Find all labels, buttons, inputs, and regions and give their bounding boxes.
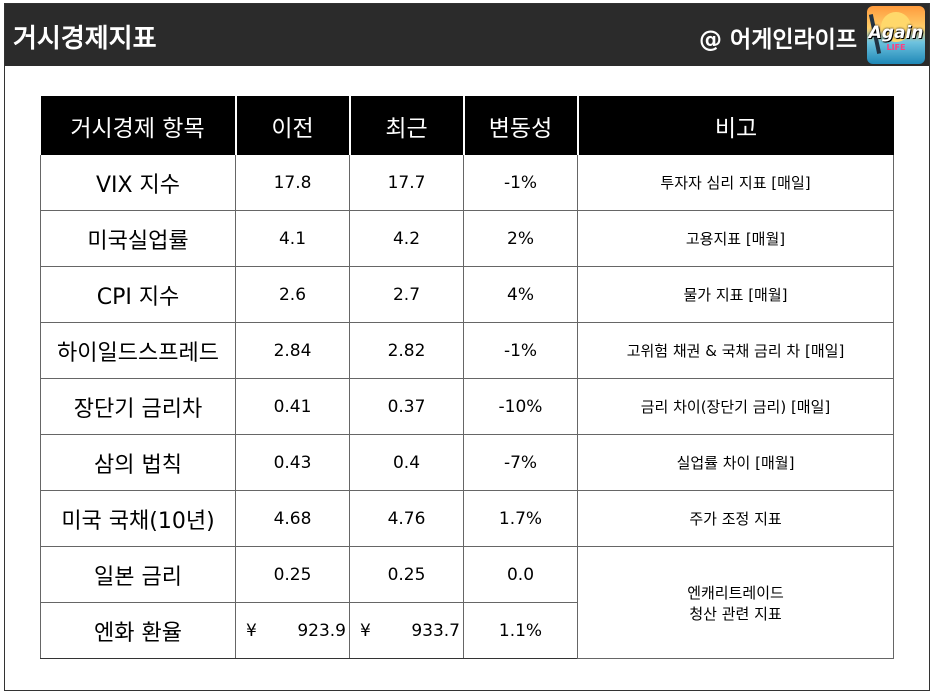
merged-note-line: 청산 관련 지표 — [689, 604, 782, 623]
previous-value: 923.9 — [297, 620, 346, 641]
change-value: -1% — [463, 322, 578, 379]
indicator-name: 미국 국채(10년) — [40, 490, 236, 547]
brand-logo: Again LIFE — [867, 6, 925, 64]
recent-value: 933.7 — [411, 620, 460, 641]
column-header: 최근 — [348, 96, 464, 155]
note: 금리 차이(장단기 금리) [매일] — [577, 378, 894, 435]
change-value: 1.7% — [463, 490, 578, 547]
table-header-row: 거시경제 항목 이전 최근 변동성 비고 — [40, 96, 894, 155]
previous-value: 0.43 — [235, 434, 350, 491]
previous-value: 0.41 — [235, 378, 350, 435]
indicator-name: 장단기 금리차 — [40, 378, 236, 435]
column-header: 변동성 — [462, 96, 578, 155]
note: 실업률 차이 [매월] — [577, 434, 894, 491]
table-row: 일본 금리 0.25 0.25 0.0 엔캐리트레이드 청산 관련 지표 — [40, 546, 894, 659]
change-value: -10% — [463, 378, 578, 435]
macro-indicator-table: 거시경제 항목 이전 최근 변동성 비고 VIX 지수 17.8 17.7 -1… — [40, 96, 894, 659]
recent-value: 4.2 — [349, 210, 464, 267]
table-row: CPI 지수 2.6 2.7 4% 물가 지표 [매월] — [40, 266, 894, 323]
change-value: -1% — [463, 155, 578, 211]
recent-value: 0.4 — [349, 434, 464, 491]
yen-symbol: ¥ — [360, 620, 371, 641]
note: 고위험 채권 & 국채 금리 차 [매일] — [577, 322, 894, 379]
previous-value-cell: ¥ 923.9 — [235, 602, 350, 659]
note: 주가 조정 지표 — [577, 490, 894, 547]
indicator-name: 하이일드스프레드 — [40, 322, 236, 379]
table-row: VIX 지수 17.8 17.7 -1% 투자자 심리 지표 [매일] — [40, 155, 894, 211]
previous-value: 2.84 — [235, 322, 350, 379]
previous-value: 4.68 — [235, 490, 350, 547]
header-bar: 거시경제지표 @ 어게인라이프 Again LIFE — [5, 4, 929, 66]
table-row: 장단기 금리차 0.41 0.37 -10% 금리 차이(장단기 금리) [매일… — [40, 378, 894, 435]
note: 고용지표 [매월] — [577, 210, 894, 267]
recent-value: 17.7 — [349, 155, 464, 211]
sun-icon — [881, 12, 911, 42]
note: 투자자 심리 지표 [매일] — [577, 155, 894, 211]
indicator-name: VIX 지수 — [40, 155, 236, 211]
recent-value-cell: ¥ 933.7 — [349, 602, 464, 659]
previous-value: 2.6 — [235, 266, 350, 323]
recent-value: 4.76 — [349, 490, 464, 547]
yen-symbol: ¥ — [246, 620, 257, 641]
change-value: 2% — [463, 210, 578, 267]
logo-subtext: LIFE — [886, 43, 906, 52]
indicator-name: 엔화 환율 — [40, 602, 236, 659]
column-header: 이전 — [234, 96, 350, 155]
previous-value: 17.8 — [235, 155, 350, 211]
indicator-name: 삼의 법칙 — [40, 434, 236, 491]
recent-value: 0.25 — [349, 546, 464, 603]
change-value: -7% — [463, 434, 578, 491]
indicator-name: 일본 금리 — [40, 546, 236, 603]
table-row: 삼의 법칙 0.43 0.4 -7% 실업률 차이 [매월] — [40, 434, 894, 491]
merged-note: 엔캐리트레이드 청산 관련 지표 — [577, 546, 894, 659]
change-value: 4% — [463, 266, 578, 323]
indicator-name: CPI 지수 — [40, 266, 236, 323]
previous-value: 4.1 — [235, 210, 350, 267]
note: 물가 지표 [매월] — [577, 266, 894, 323]
logo-text: Again — [868, 23, 924, 43]
previous-value: 0.25 — [235, 546, 350, 603]
recent-value: 2.82 — [349, 322, 464, 379]
column-header: 비고 — [576, 96, 894, 155]
indicator-name: 미국실업률 — [40, 210, 236, 267]
recent-value: 0.37 — [349, 378, 464, 435]
table-row: 미국실업률 4.1 4.2 2% 고용지표 [매월] — [40, 210, 894, 267]
change-value: 1.1% — [463, 602, 578, 659]
change-value: 0.0 — [463, 546, 578, 603]
recent-value: 2.7 — [349, 266, 464, 323]
column-header: 거시경제 항목 — [40, 96, 236, 155]
table-row: 하이일드스프레드 2.84 2.82 -1% 고위험 채권 & 국채 금리 차 … — [40, 322, 894, 379]
page-title: 거시경제지표 — [13, 24, 157, 54]
merged-note-line: 엔캐리트레이드 — [687, 583, 784, 602]
table-row: 미국 국채(10년) 4.68 4.76 1.7% 주가 조정 지표 — [40, 490, 894, 547]
brand-handle: @ 어게인라이프 — [699, 27, 857, 53]
table-row: 엔화 환율 ¥ 923.9 ¥ 933.7 1.1% — [40, 602, 894, 659]
